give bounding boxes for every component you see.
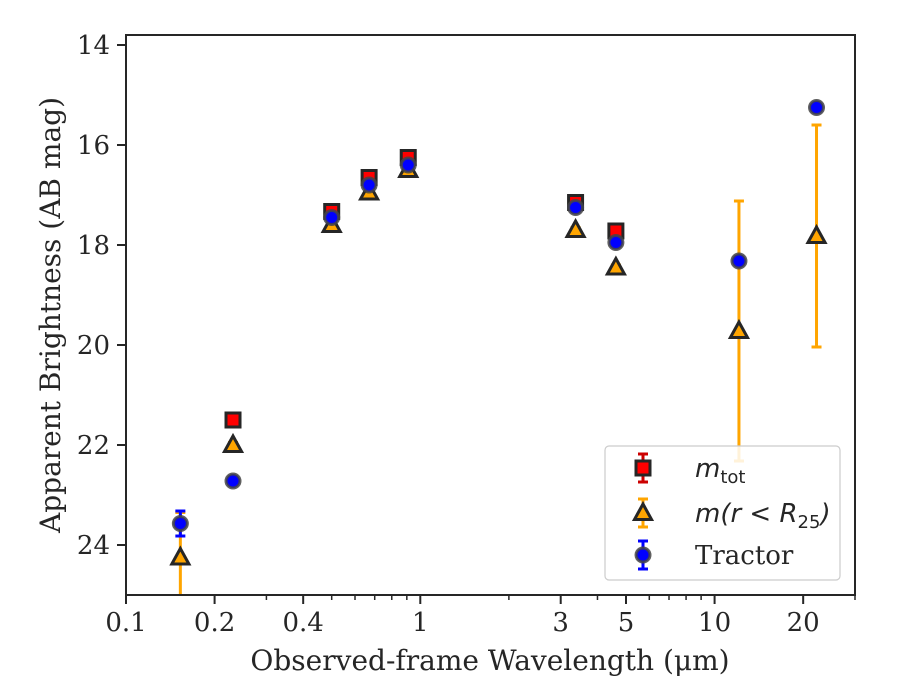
- x-tick-label-7: 20: [787, 608, 820, 638]
- x-tick-label-4: 3: [552, 608, 569, 638]
- legend: mtot m(r < R25) Tractor: [604, 445, 841, 581]
- legend-item-2: Tractor: [634, 539, 794, 571]
- legend-item-0: mtot: [634, 452, 745, 488]
- point-triangle-8: [805, 223, 828, 244]
- point-circle-6: [607, 234, 625, 251]
- y-tick-label-2: 18: [77, 231, 110, 261]
- legend-marker-0: [634, 459, 652, 477]
- x-tick-label-3: 1: [412, 608, 429, 638]
- legend-item-1: m(r < R25): [631, 497, 831, 533]
- point-triangle-5: [564, 217, 587, 238]
- y-tick-label-5: 24: [77, 531, 110, 561]
- axes-frame: [125, 34, 856, 596]
- legend-marker-1: [631, 500, 655, 521]
- legend-label-sub-0: tot: [720, 467, 745, 488]
- point-circle-5: [567, 199, 585, 216]
- x-tick-label-2: 0.4: [283, 608, 324, 638]
- point-triangle-6: [604, 255, 627, 276]
- legend-label-main-2: Tractor: [695, 541, 794, 571]
- point-triangle-1: [221, 432, 245, 453]
- legend-label-sub-1: 25: [798, 512, 821, 533]
- x-tick-label-6: 10: [698, 608, 731, 638]
- errorbar-s1-p0: [175, 511, 186, 595]
- plot-area: [169, 99, 828, 595]
- axes: 0.1 0.2 0.4 1 3 5 10 20 14 16 18 20 22 24: [77, 31, 856, 638]
- x-tick-label-5: 5: [618, 608, 635, 638]
- y-tick-label-0: 14: [77, 31, 110, 61]
- legend-label-main-1: m(r < R: [695, 499, 798, 529]
- data-layer: [169, 99, 828, 595]
- point-circle-4: [399, 156, 417, 174]
- point-circle-0: [171, 515, 189, 532]
- point-circle-8: [808, 99, 826, 116]
- x-axis-label: Observed-frame Wavelength (μm): [250, 644, 729, 677]
- point-circle-7: [730, 252, 748, 270]
- legend-label-1: m(r < R25): [695, 499, 831, 533]
- point-circle-3: [360, 176, 378, 194]
- point-triangle-0: [169, 545, 192, 566]
- y-tick-label-4: 22: [77, 431, 110, 461]
- point-triangle-7: [727, 318, 751, 339]
- legend-label-main-0: m: [695, 454, 720, 484]
- y-axis-label: Apparent Brightness (AB mag): [34, 97, 67, 534]
- point-circle-2: [323, 209, 341, 226]
- legend-marker-2: [634, 546, 652, 564]
- legend-label-0: mtot: [695, 454, 745, 488]
- y-tick-label-1: 16: [77, 131, 110, 161]
- point-square-0: [224, 411, 242, 429]
- y-tick-label-3: 20: [77, 331, 110, 361]
- legend-box: [604, 445, 841, 581]
- x-tick-label-0: 0.1: [105, 608, 146, 638]
- point-circle-1: [224, 472, 242, 490]
- x-tick-label-1: 0.2: [194, 608, 235, 638]
- legend-label-suffix-1: ): [818, 499, 830, 529]
- legend-label-2: Tractor: [695, 541, 794, 571]
